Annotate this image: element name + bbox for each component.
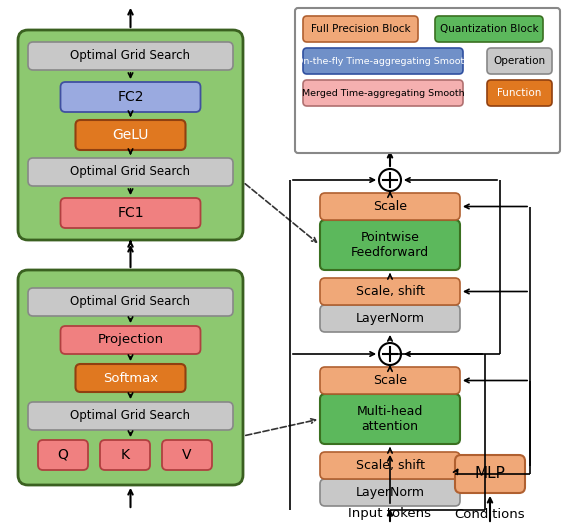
FancyBboxPatch shape: [320, 278, 460, 305]
FancyBboxPatch shape: [60, 198, 201, 228]
FancyBboxPatch shape: [38, 440, 88, 470]
FancyBboxPatch shape: [18, 270, 243, 485]
FancyBboxPatch shape: [28, 158, 233, 186]
Text: Optimal Grid Search: Optimal Grid Search: [71, 49, 190, 62]
Text: Input tokens: Input tokens: [348, 508, 431, 520]
Text: Quantization Block: Quantization Block: [439, 24, 538, 34]
Text: Scale, shift: Scale, shift: [356, 459, 425, 472]
FancyBboxPatch shape: [435, 16, 543, 42]
FancyBboxPatch shape: [18, 30, 243, 240]
FancyBboxPatch shape: [75, 364, 185, 392]
Text: FC1: FC1: [117, 206, 144, 220]
FancyBboxPatch shape: [487, 80, 552, 106]
FancyBboxPatch shape: [75, 120, 185, 150]
Text: MLP: MLP: [475, 466, 506, 482]
FancyBboxPatch shape: [320, 367, 460, 394]
FancyBboxPatch shape: [60, 326, 201, 354]
Text: LayerNorm: LayerNorm: [356, 312, 425, 325]
FancyBboxPatch shape: [487, 48, 552, 74]
FancyBboxPatch shape: [28, 288, 233, 316]
Text: Function: Function: [497, 88, 542, 98]
FancyBboxPatch shape: [320, 305, 460, 332]
FancyBboxPatch shape: [303, 80, 463, 106]
FancyBboxPatch shape: [28, 402, 233, 430]
FancyBboxPatch shape: [295, 8, 560, 153]
FancyBboxPatch shape: [100, 440, 150, 470]
Text: Pointwise
Feedforward: Pointwise Feedforward: [351, 231, 429, 259]
Text: Scale: Scale: [373, 200, 407, 213]
FancyBboxPatch shape: [320, 452, 460, 479]
Text: V: V: [182, 448, 192, 462]
Text: FC2: FC2: [117, 90, 144, 104]
Text: Conditions: Conditions: [455, 508, 526, 520]
FancyBboxPatch shape: [162, 440, 212, 470]
Text: Q: Q: [58, 448, 68, 462]
Text: On-the-fly Time-aggregating Smooth: On-the-fly Time-aggregating Smooth: [296, 57, 470, 66]
FancyBboxPatch shape: [28, 42, 233, 70]
Text: Scale, shift: Scale, shift: [356, 285, 425, 298]
Text: Multi-head
attention: Multi-head attention: [357, 405, 423, 433]
Text: Softmax: Softmax: [103, 372, 158, 385]
Text: Scale: Scale: [373, 374, 407, 387]
FancyBboxPatch shape: [455, 455, 525, 493]
Text: K: K: [120, 448, 129, 462]
Text: Operation: Operation: [494, 56, 545, 66]
Text: Projection: Projection: [97, 333, 164, 346]
Text: LayerNorm: LayerNorm: [356, 486, 425, 499]
FancyBboxPatch shape: [303, 48, 463, 74]
FancyBboxPatch shape: [320, 394, 460, 444]
FancyBboxPatch shape: [320, 193, 460, 220]
FancyBboxPatch shape: [303, 16, 418, 42]
Text: Optimal Grid Search: Optimal Grid Search: [71, 166, 190, 179]
Text: Full Precision Block: Full Precision Block: [311, 24, 410, 34]
Text: Optimal Grid Search: Optimal Grid Search: [71, 296, 190, 309]
Text: Merged Time-aggregating Smooth: Merged Time-aggregating Smooth: [302, 89, 465, 97]
Text: Optimal Grid Search: Optimal Grid Search: [71, 409, 190, 422]
FancyBboxPatch shape: [60, 82, 201, 112]
FancyBboxPatch shape: [320, 220, 460, 270]
FancyBboxPatch shape: [320, 479, 460, 506]
Text: GeLU: GeLU: [112, 128, 149, 142]
